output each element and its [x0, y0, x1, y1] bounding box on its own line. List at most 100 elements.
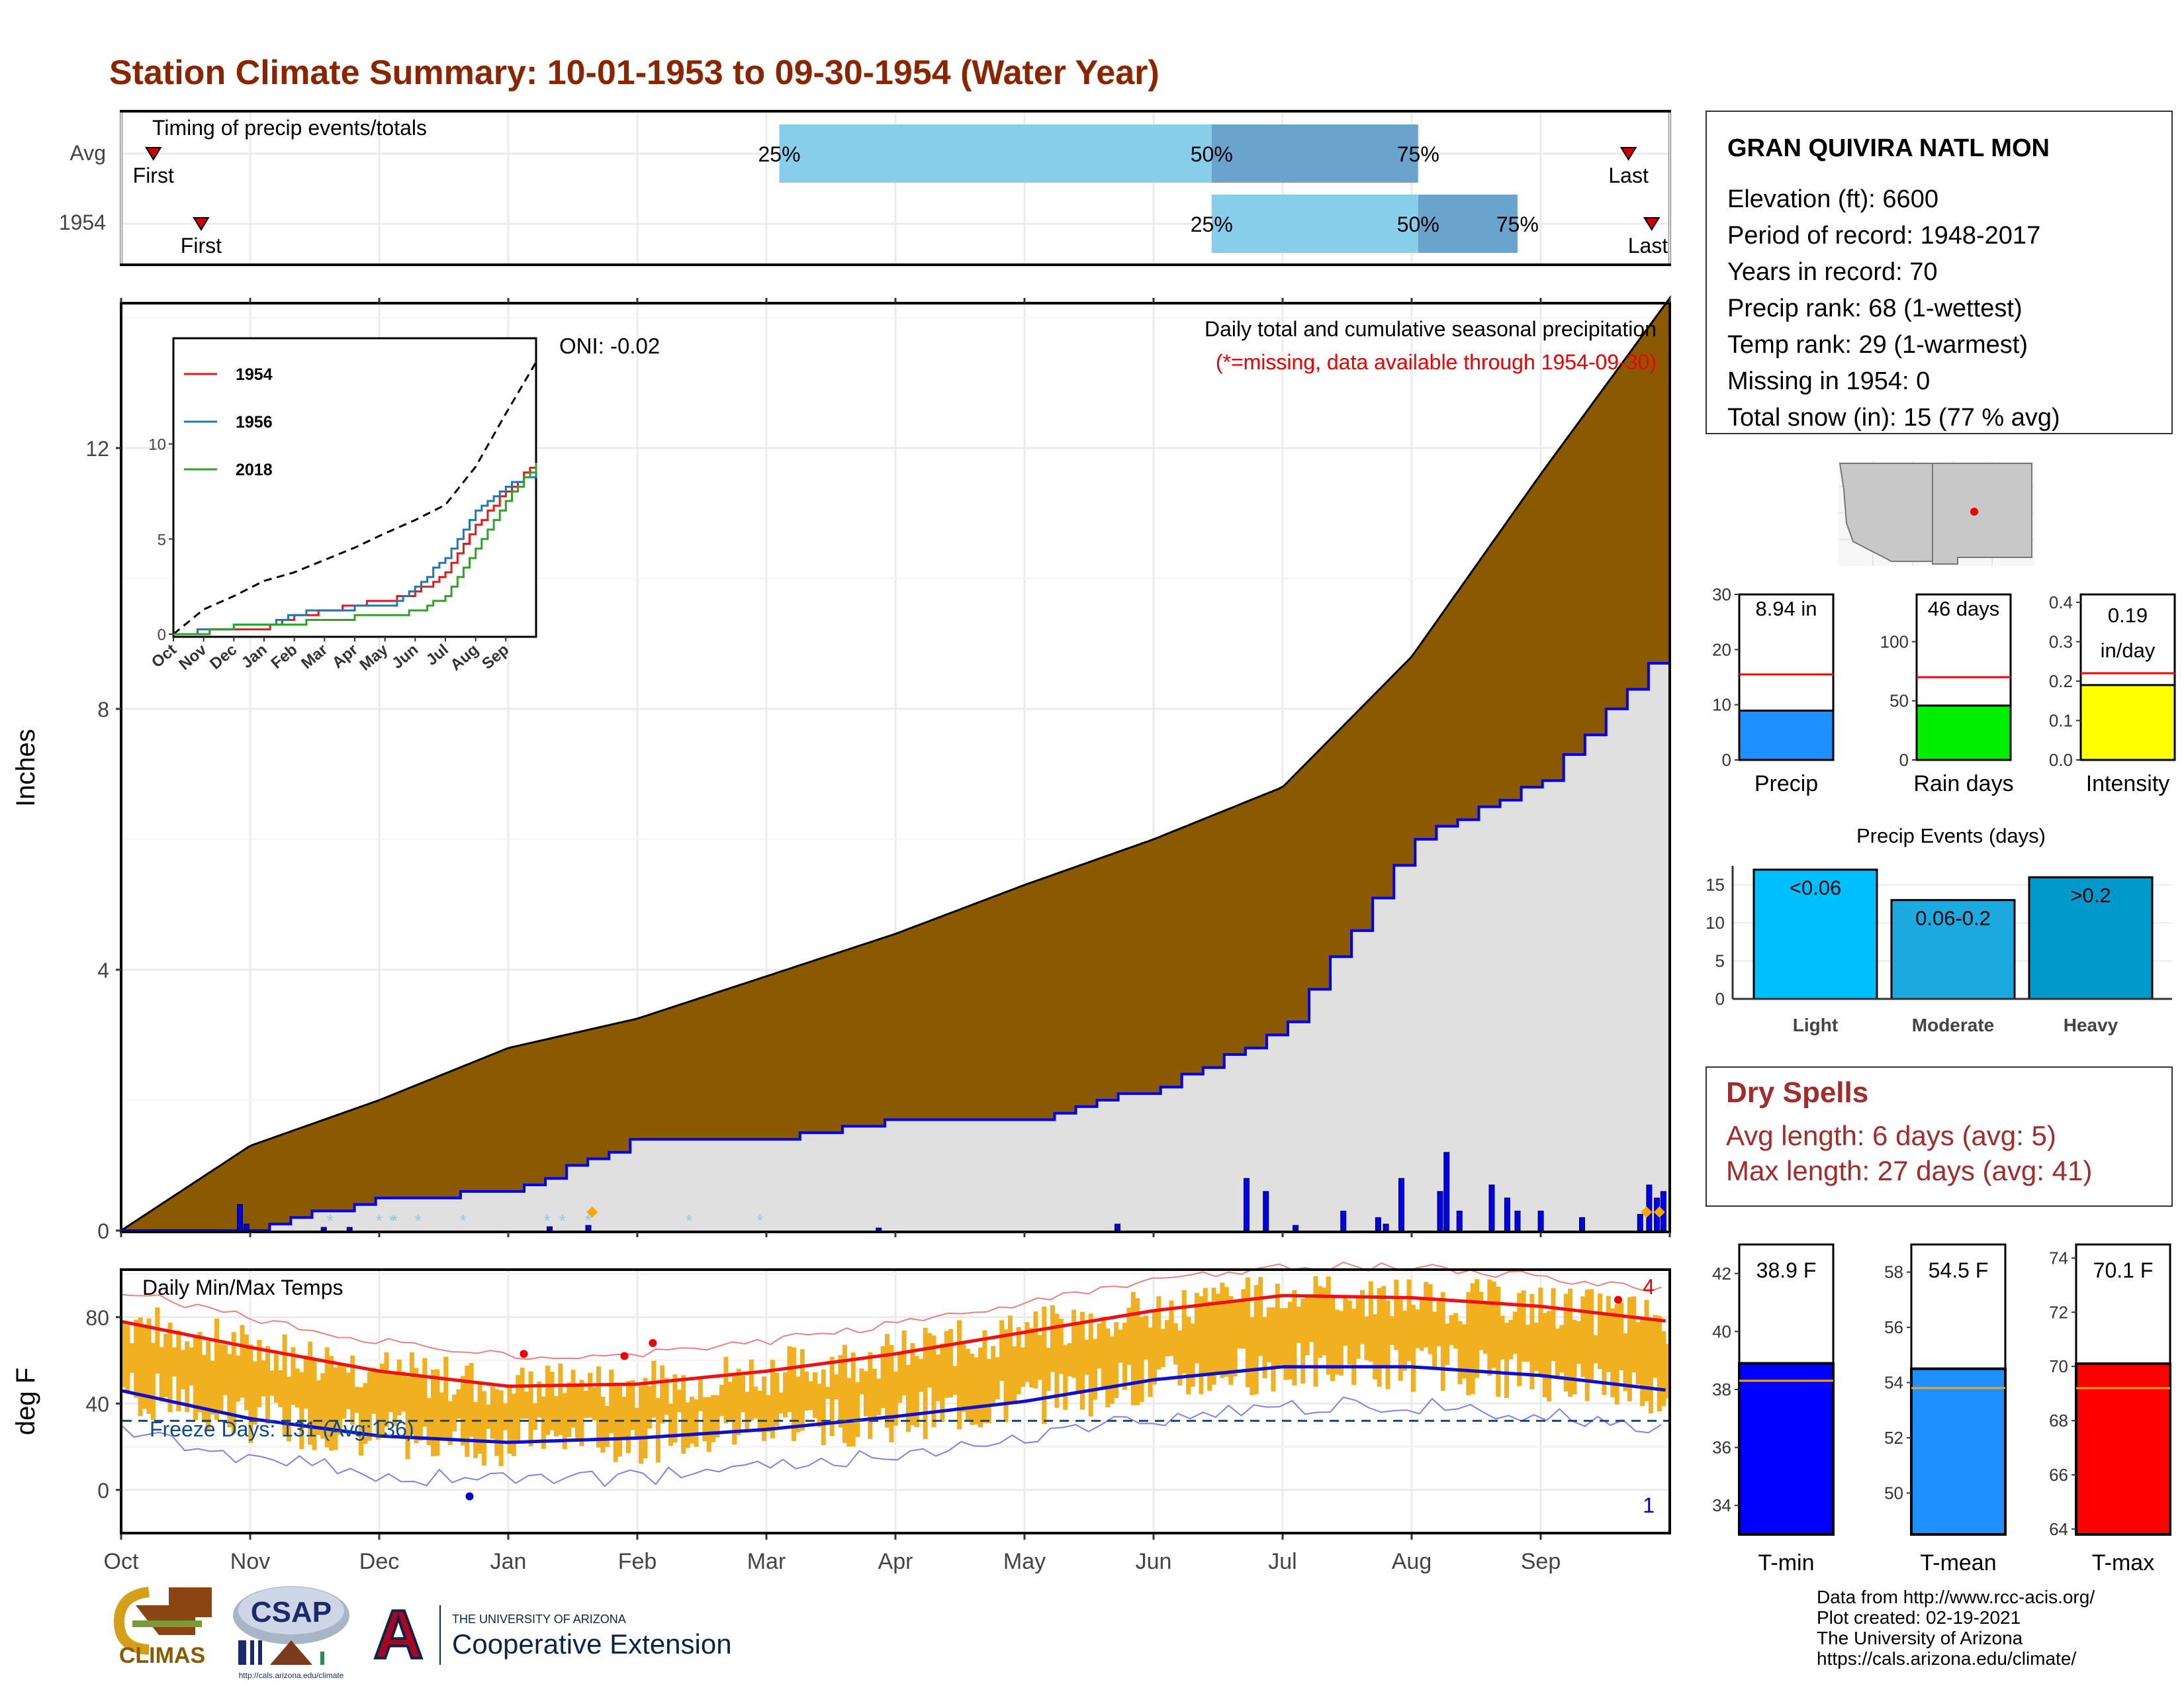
daily-temp-bar: [1139, 1317, 1144, 1403]
precip-ytick-label: 0: [97, 1219, 109, 1243]
daily-temp-bar: [236, 1355, 241, 1402]
daily-temp-bar: [931, 1335, 936, 1428]
daily-temp-bar: [863, 1371, 868, 1417]
daily-temp-bar: [295, 1368, 300, 1408]
temp-summary-bar: [1738, 1362, 1835, 1536]
daily-temp-bar: [1079, 1311, 1085, 1410]
daily-temp-bar: [706, 1397, 711, 1452]
daily-temp-bar: [1496, 1286, 1501, 1397]
daily-temp-bar: [231, 1332, 236, 1434]
daily-temp-bar: [1211, 1288, 1216, 1385]
temp-summary-ytick-label: 36: [1712, 1438, 1731, 1458]
daily-temp-bar: [1602, 1313, 1607, 1395]
snow-marker: *: [585, 1211, 592, 1231]
events-ytick-label: 10: [1706, 913, 1725, 933]
csap-url: http://cals.arizona.edu/climate: [239, 1671, 344, 1680]
daily-temp-bar: [1351, 1308, 1357, 1385]
daily-temp-bar: [655, 1398, 660, 1463]
summary-ytick-label: 0.3: [2049, 632, 2073, 651]
daily-temp-bar: [745, 1391, 750, 1431]
daily-temp-bar: [486, 1404, 491, 1429]
daily-temp-bar: [897, 1353, 903, 1403]
temp-xtick-label: Aug: [1392, 1549, 1432, 1574]
daily-temp-bar: [1024, 1322, 1030, 1382]
daily-temp-bar: [1097, 1323, 1102, 1369]
daily-temp-bar: [1296, 1306, 1301, 1343]
daily-temp-bar: [308, 1341, 313, 1445]
daily-temp-bar: [1368, 1281, 1373, 1362]
daily-temp-bar: [1241, 1289, 1246, 1349]
daily-temp-bar: [796, 1376, 801, 1432]
daily-temp-bar: [1373, 1314, 1378, 1380]
daily-temp-bar: [507, 1384, 512, 1454]
daily-temp-bar: [664, 1378, 669, 1415]
daily-temp-bar: [185, 1341, 190, 1413]
summary-bar: [1738, 710, 1835, 761]
daily-temp-bar: [1169, 1300, 1174, 1356]
daily-temp-bar: [647, 1386, 652, 1429]
daily-temp-bar: [1021, 1347, 1026, 1387]
summary-ytick-label: 10: [1712, 695, 1731, 715]
daily-temp-bar: [723, 1356, 729, 1424]
daily-temp-bar: [910, 1343, 915, 1426]
daily-temp-bar: [1181, 1290, 1187, 1374]
daily-temp-bar: [639, 1385, 644, 1464]
daily-temp-bar: [553, 1396, 559, 1436]
daily-temp-bar: [681, 1375, 686, 1454]
summary-value-unit: in/day: [2101, 639, 2156, 662]
daily-temp-bar: [503, 1403, 508, 1430]
daily-temp-bar: [1381, 1286, 1387, 1368]
daily-temp-bar: [1322, 1288, 1327, 1356]
daily-temp-bar: [872, 1368, 877, 1421]
daily-temp-bar: [1165, 1320, 1170, 1356]
temp-xtick-label: Mar: [747, 1549, 786, 1574]
station-info-line: Temp rank: 29 (1-warmest): [1727, 331, 2028, 359]
daily-temp-bar: [1648, 1319, 1653, 1414]
daily-temp-bar: [893, 1372, 898, 1426]
daily-temp-bar: [558, 1363, 563, 1435]
temp-ytick-label: 40: [85, 1392, 109, 1416]
summary-ytick-label: 50: [1889, 691, 1909, 711]
daily-temp-bar: [600, 1396, 606, 1453]
daily-temp-bar: [1466, 1291, 1471, 1395]
daily-temp-bar: [291, 1347, 296, 1405]
daily-temp-bar: [791, 1347, 796, 1441]
daily-temp-bar: [690, 1397, 695, 1444]
daily-precip-bar: [1437, 1191, 1443, 1231]
daily-temp-bar: [1033, 1311, 1038, 1389]
temp-summary-ytick-label: 74: [2049, 1248, 2068, 1268]
daily-temp-bar: [477, 1383, 482, 1454]
station-info-line: Total snow (in): 15 (77 % avg): [1727, 404, 2060, 432]
daily-temp-bar: [991, 1346, 996, 1405]
temp-xtick-label: May: [1003, 1549, 1046, 1574]
daily-temp-bar: [1262, 1317, 1267, 1379]
daily-temp-bar: [452, 1394, 457, 1432]
daily-temp-bar: [944, 1331, 949, 1398]
daily-precip-bar: [876, 1227, 882, 1231]
daily-temp-bar: [261, 1360, 266, 1397]
daily-temp-bar: [227, 1354, 232, 1428]
daily-temp-bar: [1309, 1297, 1314, 1342]
temp-summary-ytick-label: 42: [1712, 1264, 1731, 1284]
daily-temp-bar: [345, 1372, 351, 1409]
daily-temp-bar: [974, 1357, 979, 1425]
daily-temp-bar: [1449, 1315, 1454, 1346]
daily-temp-bar: [1533, 1323, 1539, 1371]
record-low-line: [120, 1396, 1662, 1487]
daily-temp-bar: [567, 1382, 572, 1437]
daily-temp-bar: [634, 1407, 639, 1439]
daily-temp-bar: [532, 1403, 537, 1430]
daily-temp-bar: [159, 1347, 164, 1402]
daily-temp-bar: [1580, 1296, 1586, 1378]
daily-temp-bar: [817, 1383, 822, 1427]
daily-temp-bar: [1177, 1330, 1183, 1385]
daily-temp-bar: [244, 1334, 249, 1411]
record-high-marker: [649, 1338, 657, 1347]
daily-temp-bar: [201, 1354, 206, 1423]
events-ytick-label: 15: [1706, 875, 1725, 895]
daily-temp-bar: [562, 1393, 567, 1450]
temp-title: Daily Min/Max Temps: [142, 1276, 343, 1299]
daily-temp-bar: [129, 1343, 134, 1373]
daily-temp-bar: [320, 1373, 326, 1439]
daily-temp-bar: [384, 1352, 389, 1427]
